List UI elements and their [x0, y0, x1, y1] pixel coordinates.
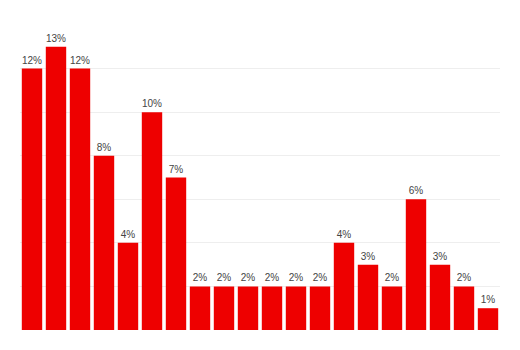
svg-text:1%: 1%: [481, 294, 496, 305]
svg-text:4%: 4%: [337, 229, 352, 240]
svg-text:4%: 4%: [121, 229, 136, 240]
svg-text:2%: 2%: [289, 272, 304, 283]
svg-text:3%: 3%: [433, 251, 448, 262]
svg-text:8%: 8%: [97, 142, 112, 153]
svg-text:12%: 12%: [22, 55, 42, 66]
svg-text:2%: 2%: [241, 272, 256, 283]
svg-text:2%: 2%: [385, 272, 400, 283]
svg-text:10%: 10%: [142, 98, 162, 109]
svg-text:12%: 12%: [70, 55, 90, 66]
svg-text:6%: 6%: [409, 185, 424, 196]
svg-text:2%: 2%: [457, 272, 472, 283]
svg-text:2%: 2%: [265, 272, 280, 283]
svg-text:2%: 2%: [217, 272, 232, 283]
svg-text:13%: 13%: [46, 33, 66, 44]
svg-text:7%: 7%: [169, 164, 184, 175]
svg-text:2%: 2%: [313, 272, 328, 283]
svg-text:3%: 3%: [361, 251, 376, 262]
svg-text:2%: 2%: [193, 272, 208, 283]
